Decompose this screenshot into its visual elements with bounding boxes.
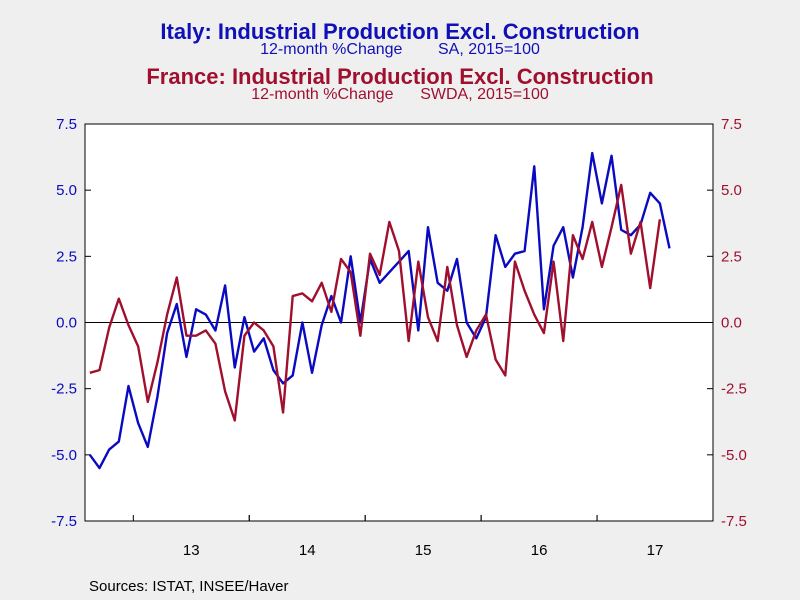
y-tick-label-right: -2.5 bbox=[721, 381, 747, 398]
y-tick-label-left: 2.5 bbox=[56, 248, 77, 265]
y-tick-label-left: 7.5 bbox=[56, 116, 77, 133]
y-tick-label-left: 5.0 bbox=[56, 182, 77, 199]
y-tick-label-right: 5.0 bbox=[721, 182, 742, 199]
y-tick-label-left: -2.5 bbox=[51, 381, 77, 398]
y-tick-label-right: 2.5 bbox=[721, 248, 742, 265]
y-tick-label-right: 0.0 bbox=[721, 315, 742, 332]
france-subtitle: 12-month %Change SWDA, 2015=100 bbox=[251, 86, 549, 103]
y-tick-label-left: 0.0 bbox=[56, 315, 77, 332]
x-tick-label: 16 bbox=[531, 542, 548, 559]
y-tick-label-right: -5.0 bbox=[721, 447, 747, 464]
y-tick-label-left: -7.5 bbox=[51, 513, 77, 530]
y-tick-label-left: -5.0 bbox=[51, 447, 77, 464]
italy-subtitle: 12-month %Change SA, 2015=100 bbox=[260, 41, 540, 58]
italy-title: Italy: Industrial Production Excl. Const… bbox=[160, 19, 640, 44]
france-title: France: Industrial Production Excl. Cons… bbox=[146, 64, 654, 89]
x-tick-label: 15 bbox=[415, 542, 432, 559]
series-line-italy bbox=[88, 151, 671, 470]
x-tick-label: 13 bbox=[183, 542, 200, 559]
series-line-france bbox=[89, 183, 662, 422]
y-tick-label-right: -7.5 bbox=[721, 513, 747, 530]
x-tick-label: 14 bbox=[299, 542, 316, 559]
x-tick-label: 17 bbox=[647, 542, 664, 559]
source-note: Sources: ISTAT, INSEE/Haver bbox=[89, 578, 289, 595]
y-tick-label-right: 7.5 bbox=[721, 116, 742, 133]
